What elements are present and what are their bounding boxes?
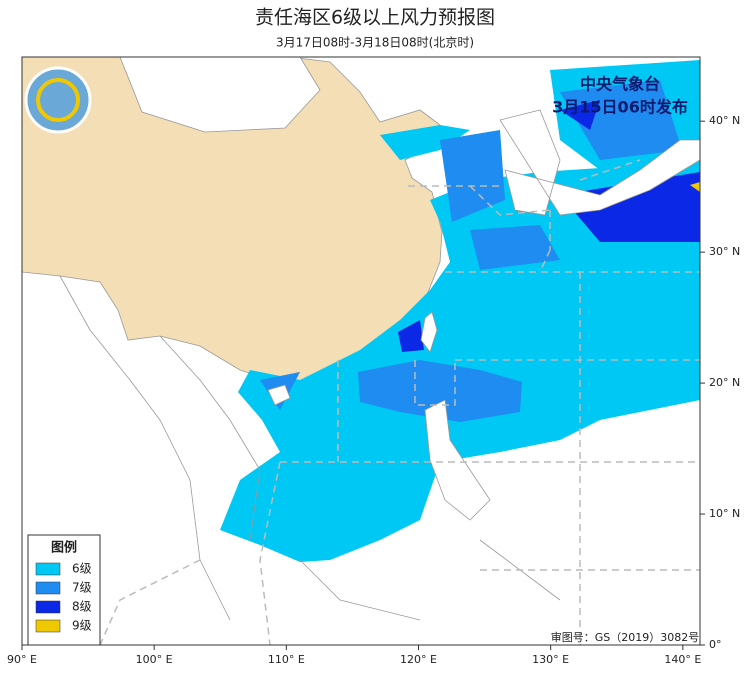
- lon-tick-label: 90° E: [7, 653, 37, 666]
- lon-tick-label: 110° E: [268, 653, 305, 666]
- legend-swatch: [35, 581, 61, 595]
- legend-label: 6级: [72, 562, 92, 576]
- legend-label: 9级: [72, 619, 92, 633]
- korea-japan: [499, 109, 700, 216]
- legend-title: 图例: [51, 540, 77, 556]
- mongolia: [119, 57, 321, 133]
- legend: 图例 6级 7级 8级 9级: [27, 534, 101, 646]
- borders: [59, 275, 561, 621]
- wind-areas: [220, 60, 700, 562]
- lat-tick-label: 10° N: [709, 507, 740, 520]
- hainan: [267, 384, 291, 406]
- emblem-ring: [36, 78, 80, 122]
- philippines: [424, 399, 491, 521]
- emblem: [24, 66, 92, 134]
- lat-tick-label: 30° N: [709, 245, 740, 258]
- lat-tick-label: 40° N: [709, 114, 740, 127]
- issuer-name: 中央气象台: [580, 75, 660, 94]
- lat-tick-label: 0°: [709, 638, 722, 651]
- title: 责任海区6级以上风力预报图: [255, 7, 495, 29]
- wind-area: [560, 80, 682, 160]
- wind-area: [358, 360, 522, 422]
- map-frame: [21, 56, 701, 646]
- wind-area: [440, 130, 505, 222]
- legend-label: 8级: [72, 600, 92, 614]
- wind-area: [690, 182, 700, 192]
- legend-label: 7级: [72, 581, 92, 595]
- sea-area-lines: [99, 159, 700, 645]
- lon-tick-label: 140° E: [664, 653, 701, 666]
- subtitle: 3月17日08时-3月18日08时(北京时): [276, 36, 474, 50]
- lon-tick-label: 120° E: [400, 653, 437, 666]
- issue-time: 3月15日06时发布: [552, 98, 688, 117]
- lon-tick-label: 130° E: [532, 653, 569, 666]
- legend-swatch: [35, 600, 61, 614]
- wind-area: [220, 168, 700, 562]
- wind-area: [560, 100, 600, 130]
- legend-swatch: [35, 562, 61, 576]
- wind-area: [560, 172, 700, 242]
- wind-area: [380, 125, 470, 160]
- taiwan: [420, 311, 438, 353]
- wind-area: [470, 225, 560, 270]
- lat-tick-label: 20° N: [709, 376, 740, 389]
- lon-tick-label: 100° E: [136, 653, 173, 666]
- wind-area: [398, 320, 424, 352]
- review-number: 审图号：GS（2019）3082号: [551, 630, 700, 644]
- map-area: [22, 57, 700, 645]
- legend-swatch: [35, 619, 61, 633]
